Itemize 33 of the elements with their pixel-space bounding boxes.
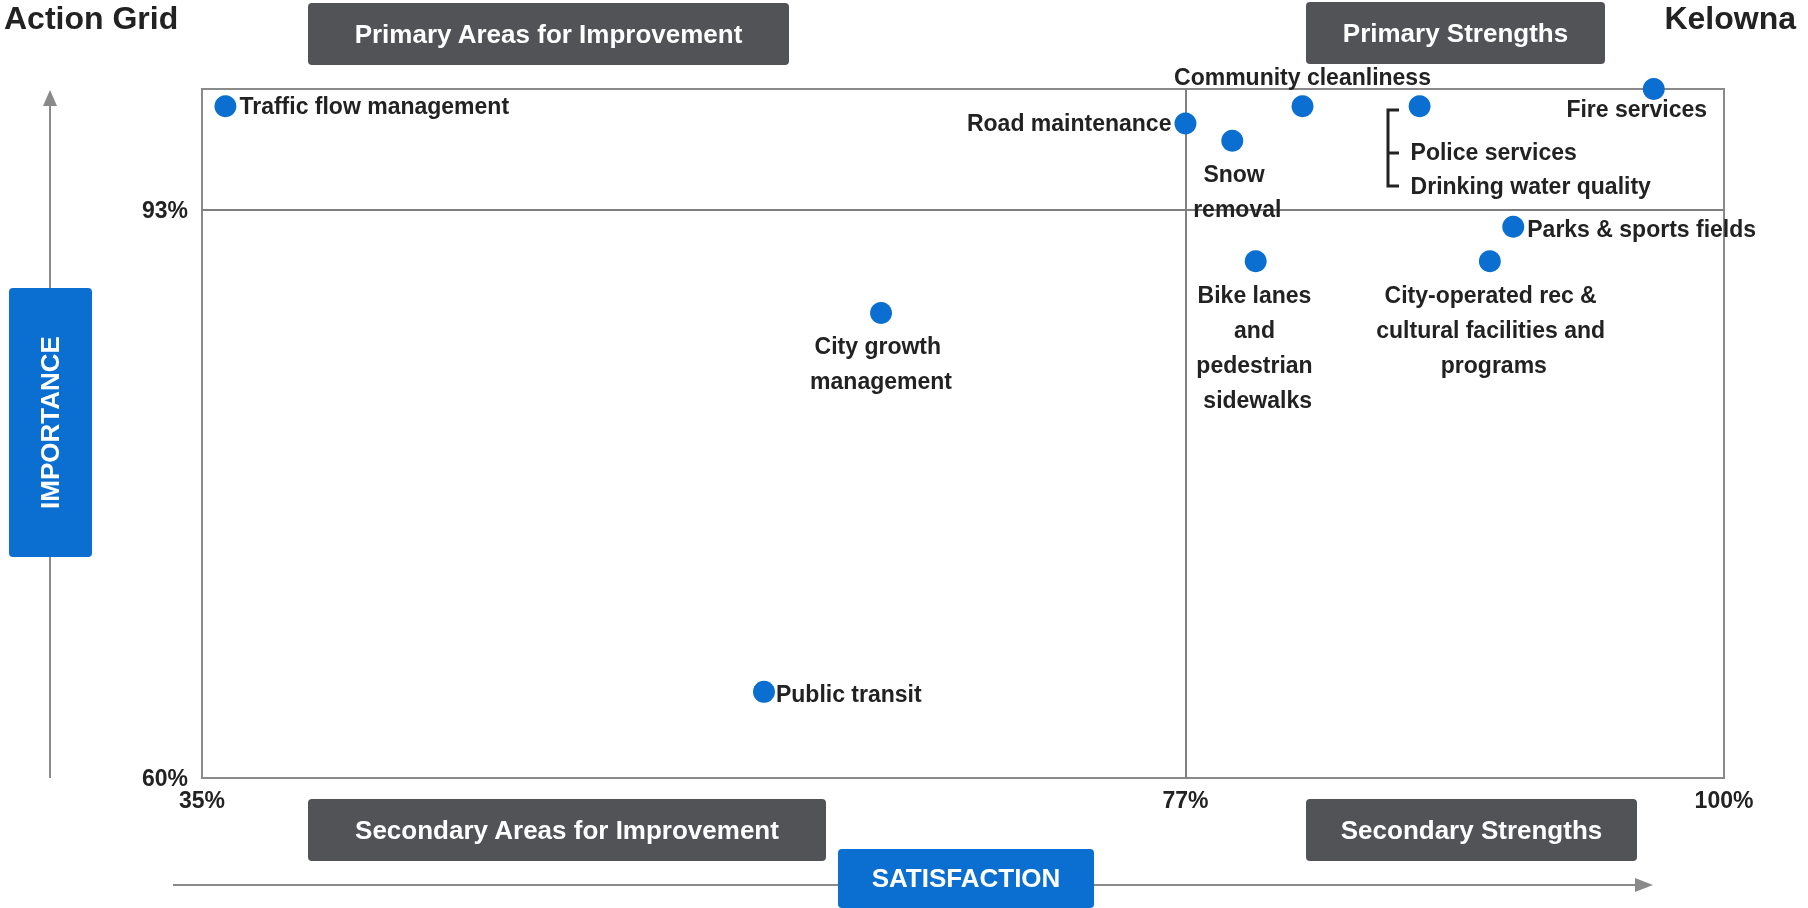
x-tick-label: 100% <box>1694 786 1754 813</box>
chart-subtitle: Kelowna <box>1664 0 1796 37</box>
chart-title: Action Grid <box>4 0 179 37</box>
annotation: Road maintenance <box>966 110 1172 137</box>
annotation: Public transit <box>775 680 922 707</box>
annotation: Parks & sports fields <box>1527 215 1757 242</box>
y-tick-label: 93% <box>141 196 188 223</box>
x-tick-label: 77% <box>1162 786 1209 813</box>
annotation: Bike lanes and pedestrian sidewalks <box>1196 281 1320 413</box>
point <box>1174 112 1197 135</box>
point <box>1502 215 1525 238</box>
y-axis-title: IMPORTANCE <box>9 288 92 557</box>
annotation: Fire services <box>1566 96 1708 122</box>
point <box>1478 250 1501 273</box>
text: Primary Strengths <box>1306 2 1605 64</box>
point <box>870 301 893 324</box>
point <box>1408 95 1431 118</box>
point <box>214 95 237 118</box>
point <box>1291 95 1314 118</box>
annotation: Drinking water quality <box>1410 173 1652 200</box>
point <box>1642 78 1665 100</box>
annotation: City growth management <box>810 333 953 395</box>
annotation: Police services <box>1410 139 1577 166</box>
annotation: Traffic flow management <box>239 93 510 120</box>
text: Primary Areas for Improvement <box>308 3 789 65</box>
text: Secondary Areas for Improvement <box>308 799 826 861</box>
point <box>1244 250 1267 273</box>
text: Secondary Strengths <box>1306 799 1637 861</box>
point <box>1221 129 1244 152</box>
x-axis-title: SATISFACTION <box>838 849 1094 908</box>
point <box>752 680 775 703</box>
annotation: City-operated rec & cultural facilities and programs <box>1376 281 1612 378</box>
annotation: Community cleanliness <box>1174 63 1431 90</box>
